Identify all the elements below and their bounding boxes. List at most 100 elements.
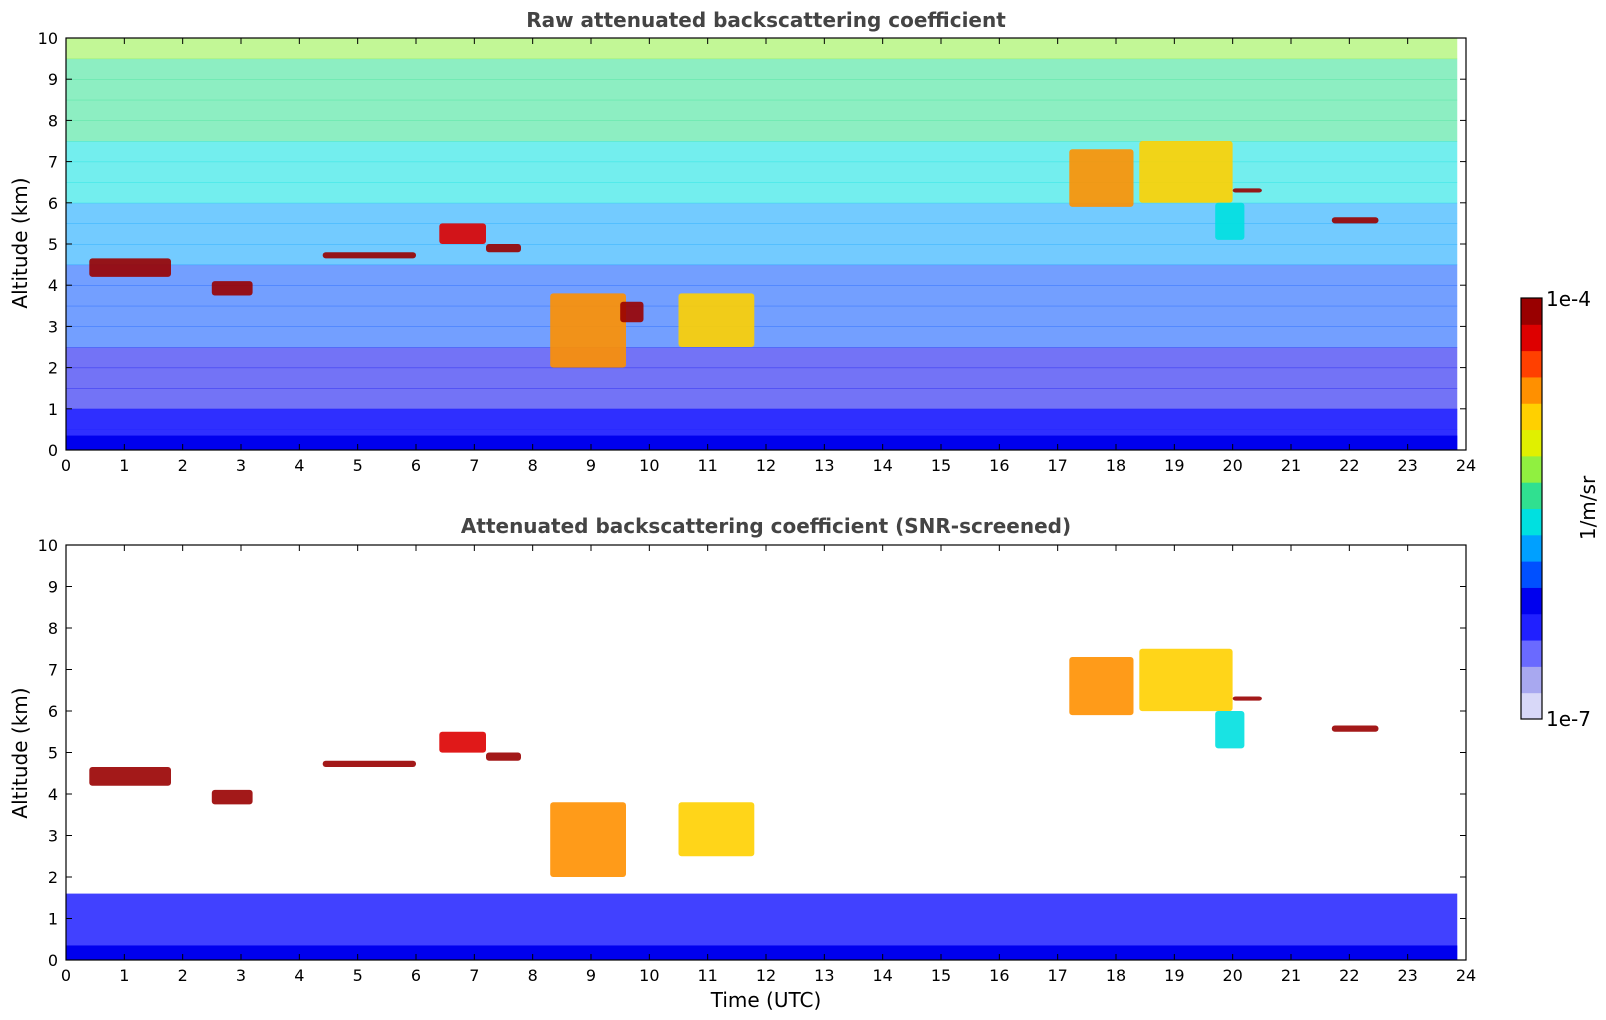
x-tick-label: 4 bbox=[294, 456, 304, 475]
colorbar-min-label: 1e-7 bbox=[1546, 707, 1591, 731]
x-tick-label: 2 bbox=[178, 456, 188, 475]
raw-y-axis-label: Altitude (km) bbox=[8, 177, 32, 308]
x-tick-label: 22 bbox=[1339, 456, 1359, 475]
x-tick-label: 16 bbox=[989, 456, 1009, 475]
background-band bbox=[66, 347, 1458, 369]
x-tick-label: 16 bbox=[989, 966, 1009, 985]
background-band bbox=[66, 223, 1458, 245]
x-tick-label: 14 bbox=[872, 966, 892, 985]
x-tick-label: 8 bbox=[528, 966, 538, 985]
y-tick-label: 10 bbox=[38, 29, 58, 48]
cloud-layer bbox=[486, 752, 521, 761]
cloud-layer bbox=[1139, 648, 1233, 712]
cloud-layer bbox=[550, 293, 626, 368]
colorbar-gradient bbox=[1521, 298, 1542, 720]
background-band bbox=[66, 285, 1458, 307]
x-tick-label: 1 bbox=[119, 966, 129, 985]
colorbar-swatch bbox=[1521, 640, 1542, 667]
y-tick-label: 7 bbox=[48, 153, 58, 172]
x-tick-label: 1 bbox=[119, 456, 129, 475]
x-tick-label: 19 bbox=[1164, 966, 1184, 985]
y-tick-label: 10 bbox=[38, 536, 58, 555]
y-tick-label: 0 bbox=[48, 441, 58, 460]
screened-axes: 0 1 2 3 4 5 6 7 8 9 10 11 12 13 14 15 16 17 18 19 20 21 22 23 24… bbox=[38, 536, 1477, 985]
cloud-layer bbox=[620, 301, 644, 323]
x-tick-label: 19 bbox=[1164, 456, 1184, 475]
x-tick-label: 13 bbox=[814, 456, 834, 475]
cloud-layer bbox=[1069, 657, 1134, 716]
colorbar-swatch bbox=[1521, 298, 1542, 325]
x-tick-label: 14 bbox=[872, 456, 892, 475]
y-tick-label: 5 bbox=[48, 744, 58, 763]
y-tick-label: 9 bbox=[48, 578, 58, 597]
x-tick-label: 17 bbox=[1047, 966, 1067, 985]
background-band bbox=[66, 141, 1458, 163]
y-tick-label: 4 bbox=[48, 785, 58, 804]
x-tick-label: 6 bbox=[411, 456, 421, 475]
background-band bbox=[66, 388, 1458, 410]
y-tick-label: 1 bbox=[48, 910, 58, 929]
cloud-layer bbox=[1069, 149, 1134, 207]
colorbar-swatch bbox=[1521, 666, 1542, 694]
background-band bbox=[66, 264, 1458, 286]
cloud-layer bbox=[486, 244, 521, 253]
cloud-layer bbox=[1232, 188, 1262, 193]
background-band bbox=[66, 99, 1458, 121]
x-tick-label: 10 bbox=[639, 966, 659, 985]
x-axis-label: Time (UTC) bbox=[710, 988, 822, 1012]
colorbar-swatch bbox=[1521, 403, 1542, 431]
cloud-layer bbox=[1215, 711, 1245, 749]
x-tick-label: 4 bbox=[294, 966, 304, 985]
x-tick-label: 11 bbox=[697, 966, 717, 985]
x-tick-label: 0 bbox=[61, 966, 71, 985]
y-tick-label: 6 bbox=[48, 194, 58, 213]
x-tick-label: 24 bbox=[1456, 966, 1476, 985]
x-tick-label: 0 bbox=[61, 456, 71, 475]
screened-panel-title: Attenuated backscattering coefficient (S… bbox=[461, 514, 1071, 538]
x-tick-label: 6 bbox=[411, 966, 421, 985]
cloud-layer bbox=[439, 223, 486, 244]
x-tick-label: 5 bbox=[353, 966, 363, 985]
colorbar-swatch bbox=[1521, 429, 1542, 457]
x-tick-label: 22 bbox=[1339, 966, 1359, 985]
x-tick-label: 20 bbox=[1222, 456, 1242, 475]
colorbar-frame bbox=[1520, 297, 1543, 720]
x-tick-label: 23 bbox=[1397, 966, 1417, 985]
background-band bbox=[66, 326, 1458, 348]
colorbar-swatch bbox=[1521, 455, 1542, 483]
background-band bbox=[66, 161, 1458, 183]
background-band bbox=[66, 120, 1458, 142]
cloud-layer bbox=[1331, 217, 1379, 224]
y-tick-label: 9 bbox=[48, 70, 58, 89]
x-tick-label: 3 bbox=[236, 456, 246, 475]
y-tick-label: 5 bbox=[48, 235, 58, 254]
x-tick-label: 20 bbox=[1222, 966, 1242, 985]
x-tick-label: 7 bbox=[469, 966, 479, 985]
y-tick-label: 8 bbox=[48, 619, 58, 638]
x-tick-label: 5 bbox=[353, 456, 363, 475]
x-tick-label: 18 bbox=[1106, 456, 1126, 475]
colorbar-swatch bbox=[1521, 613, 1542, 641]
cloud-layer bbox=[1331, 725, 1379, 732]
cloud-layer bbox=[678, 293, 755, 347]
colorbar-swatch bbox=[1521, 376, 1542, 404]
y-tick-label: 1 bbox=[48, 400, 58, 419]
x-tick-label: 17 bbox=[1047, 456, 1067, 475]
colorbar-swatch bbox=[1521, 324, 1542, 352]
x-tick-label: 18 bbox=[1106, 966, 1126, 985]
y-tick-label: 7 bbox=[48, 661, 58, 680]
cloud-layer bbox=[1232, 696, 1262, 701]
background-band bbox=[66, 38, 1458, 60]
y-tick-label: 8 bbox=[48, 111, 58, 130]
raw-backscatter-panel: Raw attenuated backscattering coefficien… bbox=[8, 8, 1476, 475]
y-tick-label: 0 bbox=[48, 951, 58, 970]
colorbar-swatch bbox=[1521, 534, 1542, 562]
cloud-layer bbox=[322, 760, 416, 767]
x-tick-label: 21 bbox=[1281, 966, 1301, 985]
y-tick-label: 4 bbox=[48, 276, 58, 295]
background-band bbox=[66, 305, 1458, 327]
x-tick-label: 11 bbox=[697, 456, 717, 475]
screened-backscatter-panel: Attenuated backscattering coefficient (S… bbox=[8, 514, 1476, 1012]
x-tick-label: 12 bbox=[756, 456, 776, 475]
